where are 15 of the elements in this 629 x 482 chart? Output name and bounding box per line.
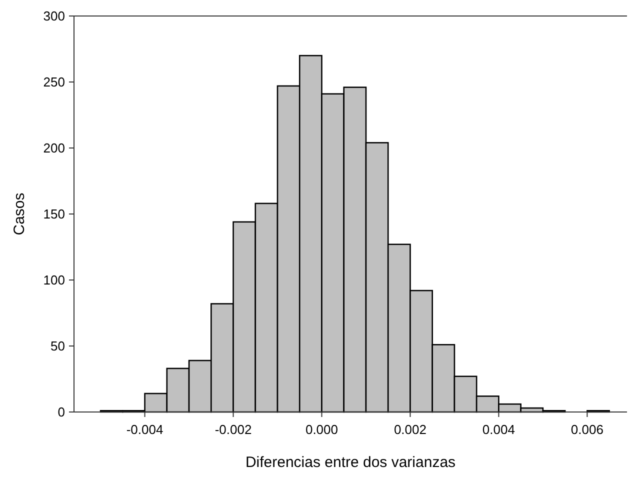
y-tick-label: 150 — [43, 206, 65, 222]
y-tick-label: 50 — [50, 338, 65, 354]
x-tick-label: 0.000 — [305, 422, 338, 437]
y-tick-label: 0 — [58, 404, 65, 420]
y-tick-label: 300 — [43, 8, 65, 24]
x-tick-label: 0.002 — [394, 422, 426, 437]
x-tick-label: 0.004 — [482, 422, 515, 437]
y-tick-label: 200 — [43, 140, 65, 156]
y-axis-title: Casos — [11, 192, 28, 236]
y-tick-label: 100 — [43, 272, 65, 288]
y-tick-label: 250 — [43, 74, 65, 90]
x-tick-label: 0.006 — [570, 422, 604, 437]
x-tick-label: -0.002 — [214, 422, 252, 437]
x-axis-title: Diferencias entre dos varianzas — [245, 454, 456, 471]
x-tick-label: -0.004 — [126, 422, 164, 437]
